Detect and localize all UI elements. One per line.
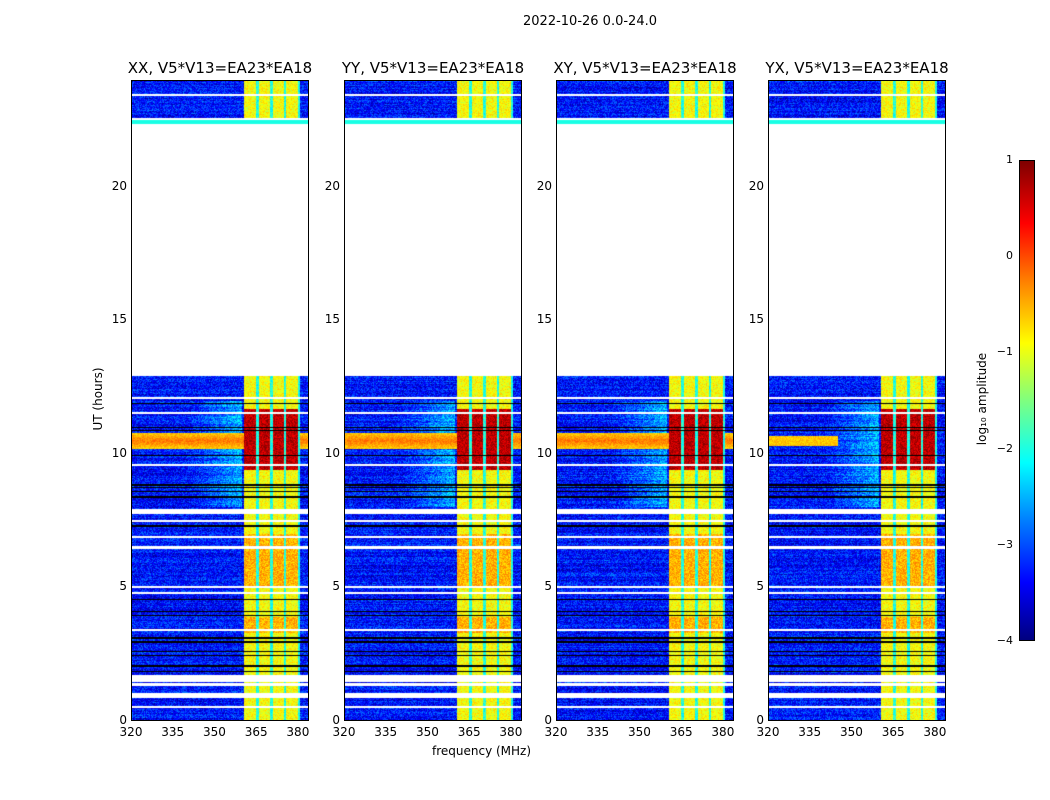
x-tick-label: 365 xyxy=(881,725,905,739)
x-tick-label: 380 xyxy=(711,725,735,739)
colorbar-tick-label: −4 xyxy=(996,634,1013,647)
y-tick-label: 5 xyxy=(119,579,127,594)
x-tick-label: 380 xyxy=(286,725,310,739)
colorbar-tick-label: −1 xyxy=(996,345,1013,359)
y-tick-label: 5 xyxy=(332,579,340,594)
y-tick-label: 0 xyxy=(756,713,764,727)
colorbar-label: log₁₀ amplitude xyxy=(975,352,989,446)
y-tick-label: 15 xyxy=(324,312,340,327)
colorbar-tick-label: 0 xyxy=(1006,249,1013,263)
x-tick-label: 350 xyxy=(415,725,439,739)
panel-title: YX, V5*V13=EA23*EA18 xyxy=(765,59,949,77)
y-tick-label: 15 xyxy=(111,312,127,327)
x-tick-label: 365 xyxy=(244,725,268,739)
x-tick-label: 335 xyxy=(161,725,185,739)
y-tick-label: 10 xyxy=(324,445,340,460)
x-tick-label: 380 xyxy=(499,725,523,739)
y-tick-label: 20 xyxy=(748,178,764,193)
heatmap-cells xyxy=(557,81,733,720)
heatmap-panel-4 xyxy=(768,80,946,721)
y-tick-label: 10 xyxy=(536,445,552,460)
x-tick-label: 335 xyxy=(586,725,610,739)
y-tick-label: 10 xyxy=(748,445,764,460)
panel-title: YY, V5*V13=EA23*EA18 xyxy=(341,59,525,77)
y-tick-label: 20 xyxy=(536,178,552,193)
x-tick-label: 335 xyxy=(798,725,822,739)
x-tick-label: 365 xyxy=(457,725,481,739)
y-tick-label: 5 xyxy=(756,579,764,594)
colorbar-tick-label: 1 xyxy=(1006,153,1013,166)
y-tick-label: 0 xyxy=(119,713,127,727)
x-tick-label: 320 xyxy=(119,725,143,739)
x-tick-label: 335 xyxy=(374,725,398,739)
x-tick-label: 350 xyxy=(839,725,863,739)
y-tick-label: 20 xyxy=(324,178,340,193)
y-tick-label: 20 xyxy=(111,178,127,193)
x-tick-label: 365 xyxy=(669,725,693,739)
x-tick-label: 380 xyxy=(923,725,947,739)
heatmap-cells xyxy=(345,81,521,720)
y-tick-label: 0 xyxy=(332,713,340,727)
x-axis-label: frequency (MHz) xyxy=(432,744,532,758)
y-tick-label: 10 xyxy=(111,445,127,460)
y-tick-label: 0 xyxy=(544,713,552,727)
y-axis-label: UT (hours) xyxy=(91,367,105,431)
panel-title: XY, V5*V13=EA23*EA18 xyxy=(553,59,737,77)
heatmap-panel-2 xyxy=(344,80,522,721)
x-tick-label: 320 xyxy=(544,725,568,739)
x-tick-label: 350 xyxy=(202,725,226,739)
x-tick-label: 320 xyxy=(332,725,356,739)
x-tick-label: 320 xyxy=(756,725,780,739)
figure-title: 2022-10-26 0.0-24.0 xyxy=(523,14,657,29)
x-tick-label: 350 xyxy=(627,725,651,739)
y-tick-label: 5 xyxy=(544,579,552,594)
colorbar-tick-label: −3 xyxy=(996,537,1013,551)
heatmap-panel-1 xyxy=(131,80,309,721)
panel-title: XX, V5*V13=EA23*EA18 xyxy=(127,59,313,77)
heatmap-panel-3 xyxy=(556,80,734,721)
heatmap-cells xyxy=(769,81,945,720)
y-tick-label: 15 xyxy=(536,312,552,327)
colorbar xyxy=(1019,160,1035,641)
heatmap-cells xyxy=(132,81,308,720)
colorbar-tick-label: −2 xyxy=(996,441,1013,455)
y-tick-label: 15 xyxy=(748,312,764,327)
